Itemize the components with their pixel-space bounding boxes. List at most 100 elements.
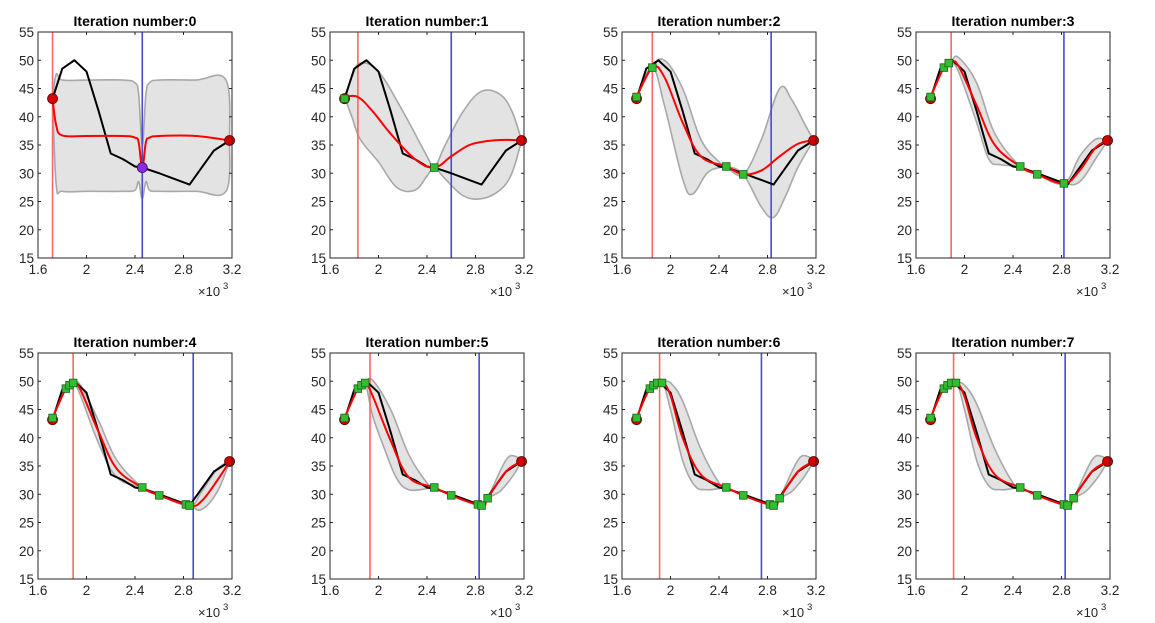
- x-tick-label: 2.4: [1004, 262, 1023, 277]
- sample-marker-8: [770, 502, 778, 510]
- sample-marker-4: [1033, 171, 1041, 179]
- y-tick-label: 50: [311, 374, 326, 389]
- y-tick-label: 30: [19, 166, 34, 181]
- x-tick-label: 2: [83, 262, 91, 277]
- y-tick-label: 25: [19, 195, 34, 210]
- panel-title: Iteration number:2: [658, 13, 781, 29]
- sample-marker-5: [155, 492, 163, 500]
- panel-title: Iteration number:6: [658, 334, 781, 350]
- sample-marker-3: [739, 171, 747, 179]
- x-exponent-power: 3: [1101, 602, 1106, 613]
- y-tick-label: 20: [897, 544, 912, 559]
- y-tick-label: 45: [603, 82, 618, 97]
- x-tick-label: 3.2: [223, 583, 242, 598]
- x-exponent-power: 3: [515, 281, 520, 292]
- x-tick-label: 2.4: [418, 583, 437, 598]
- sample-marker-6: [739, 492, 747, 500]
- y-tick-label: 45: [311, 82, 326, 97]
- y-tick-label: 50: [897, 53, 912, 68]
- panel-iteration-3: 15 20 25 30 35 40 45 50 55 1.6 2 2.4 2.8 3.2×10 3 Itera…: [897, 13, 1119, 299]
- x-exponent-label: ×10: [1076, 284, 1098, 299]
- x-tick-label: 3.2: [223, 262, 242, 277]
- x-tick-label: 2: [375, 583, 383, 598]
- y-tick-label: 25: [897, 195, 912, 210]
- sample-marker-0: [49, 414, 57, 422]
- y-tick-label: 55: [311, 25, 326, 40]
- y-tick-label: 25: [311, 195, 326, 210]
- x-tick-label: 1.6: [321, 583, 340, 598]
- y-tick-label: 50: [603, 53, 618, 68]
- sample-marker-4: [952, 379, 960, 387]
- sample-marker-9: [776, 494, 784, 502]
- y-tick-label: 55: [897, 25, 912, 40]
- sample-marker-5: [722, 484, 730, 492]
- sample-marker-4: [658, 379, 666, 387]
- y-tick-label: 25: [311, 516, 326, 531]
- y-tick-label: 25: [603, 195, 618, 210]
- y-tick-label: 20: [603, 223, 618, 238]
- y-tick-label: 50: [603, 374, 618, 389]
- x-tick-label: 2.8: [1052, 262, 1071, 277]
- sample-marker-0: [341, 414, 349, 422]
- x-tick-label: 2.8: [758, 262, 777, 277]
- panel-title: Iteration number:3: [952, 13, 1075, 29]
- x-tick-label: 3.2: [515, 262, 534, 277]
- sample-marker-0: [633, 414, 641, 422]
- y-tick-label: 50: [19, 53, 34, 68]
- y-tick-label: 25: [19, 516, 34, 531]
- sample-marker-2: [722, 163, 730, 171]
- y-tick-label: 20: [897, 223, 912, 238]
- sample-marker-3: [1016, 163, 1024, 171]
- x-tick-label: 2: [667, 262, 675, 277]
- sample-marker-5: [1016, 484, 1024, 492]
- x-tick-label: 2.8: [1052, 583, 1071, 598]
- x-tick-label: 1.6: [29, 583, 48, 598]
- sample-marker-5: [447, 492, 455, 500]
- endpoint-marker-1: [517, 135, 527, 145]
- endpoint-marker-1: [809, 135, 819, 145]
- x-exponent-power: 3: [223, 281, 228, 292]
- x-tick-label: 2: [961, 262, 969, 277]
- x-tick-label: 1.6: [907, 583, 926, 598]
- x-tick-label: 2: [667, 583, 675, 598]
- sample-marker-6: [1033, 492, 1041, 500]
- x-tick-label: 2.4: [126, 583, 145, 598]
- y-tick-label: 20: [19, 223, 34, 238]
- endpoint-marker-1: [1103, 135, 1113, 145]
- x-exponent-label: ×10: [782, 605, 804, 620]
- sample-marker-5: [1060, 180, 1068, 188]
- y-tick-label: 45: [19, 403, 34, 418]
- y-tick-label: 55: [897, 346, 912, 361]
- y-tick-label: 45: [897, 82, 912, 97]
- x-tick-label: 3.2: [515, 583, 534, 598]
- y-tick-label: 30: [19, 487, 34, 502]
- y-tick-label: 45: [19, 82, 34, 97]
- y-tick-label: 30: [603, 487, 618, 502]
- y-tick-label: 20: [311, 223, 326, 238]
- x-tick-label: 2.8: [758, 583, 777, 598]
- x-exponent-label: ×10: [198, 605, 220, 620]
- y-tick-label: 20: [311, 544, 326, 559]
- x-exponent-label: ×10: [490, 284, 512, 299]
- y-tick-label: 40: [897, 110, 912, 125]
- x-exponent-power: 3: [1101, 281, 1106, 292]
- y-tick-label: 30: [311, 487, 326, 502]
- x-tick-label: 2.8: [466, 583, 485, 598]
- y-tick-label: 30: [897, 487, 912, 502]
- endpoint-marker-1: [809, 456, 819, 466]
- panel-iteration-2: 1520253035404550551.6 2 2.4 2.8 3.2×10 3Itera…: [603, 13, 825, 299]
- x-tick-label: 3.2: [1101, 583, 1120, 598]
- panel-iteration-1: 1520253035404550551.6 2 2.4 2.8 3.2×10 3Itera…: [311, 13, 533, 299]
- sample-marker-7: [478, 502, 486, 510]
- panel-title: Iteration number:4: [74, 334, 197, 350]
- x-tick-label: 3.2: [1101, 262, 1120, 277]
- endpoint-marker-0: [48, 94, 58, 104]
- y-tick-label: 30: [897, 166, 912, 181]
- x-tick-label: 2.4: [710, 583, 729, 598]
- y-tick-label: 55: [311, 346, 326, 361]
- panel-iteration-0: 1520253035404550551.6 2 2.4 2.8 3.2×10 3Itera…: [19, 13, 241, 299]
- x-tick-label: 2.4: [1004, 583, 1023, 598]
- y-tick-label: 55: [603, 346, 618, 361]
- x-exponent-power: 3: [807, 281, 812, 292]
- y-tick-label: 20: [603, 544, 618, 559]
